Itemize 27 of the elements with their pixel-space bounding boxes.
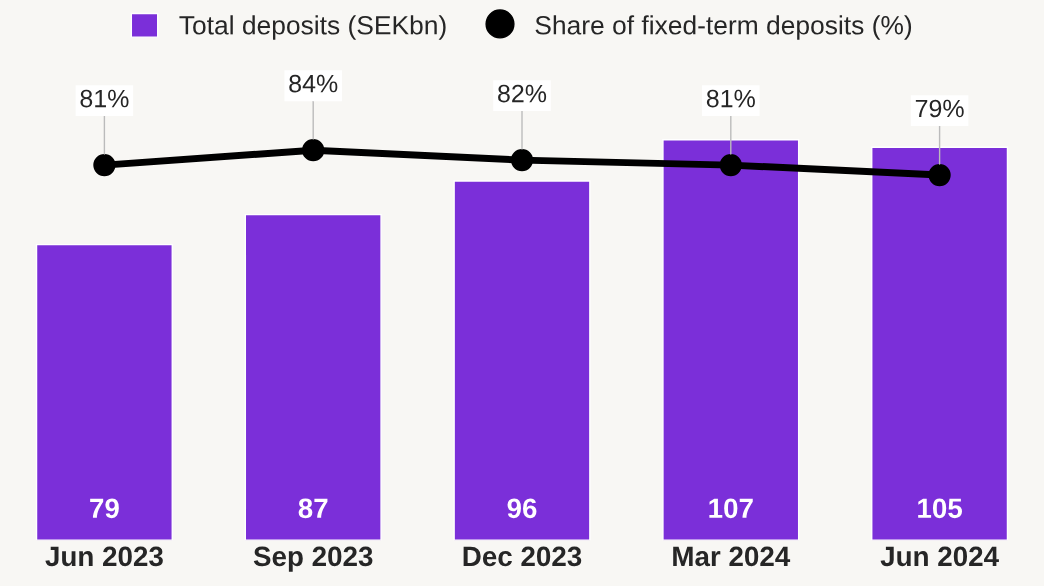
legend-label: Share of fixed-term deposits (%) (535, 15, 912, 40)
data-label: 79% (915, 99, 964, 118)
x-tick-label: Jun 2024 (880, 546, 999, 567)
data-label: 96 (507, 498, 537, 519)
data-label: 84% (289, 74, 338, 93)
point (93, 153, 116, 177)
x-tick-label: Dec 2023 (463, 546, 582, 567)
data-label: 81% (80, 89, 129, 108)
point (302, 139, 325, 162)
legend-label: Total deposits (SEKbn) (179, 15, 446, 40)
point (510, 149, 534, 172)
data-label: 105 (918, 498, 962, 519)
bar (662, 139, 800, 541)
data-label: 87 (298, 498, 328, 519)
bar (244, 213, 382, 541)
bar (35, 243, 173, 541)
x-tick-label: Sep 2023 (253, 546, 373, 572)
point (719, 153, 742, 177)
point (928, 163, 951, 187)
bar (871, 146, 1009, 541)
bar (453, 180, 591, 541)
data-label: 79 (90, 498, 119, 519)
data-label: 107 (709, 498, 753, 519)
x-tick-label: Mar 2024 (673, 546, 791, 567)
data-label: 81% (706, 89, 755, 108)
x-tick-label: Jun 2023 (45, 546, 163, 567)
data-label: 82% (498, 84, 547, 103)
